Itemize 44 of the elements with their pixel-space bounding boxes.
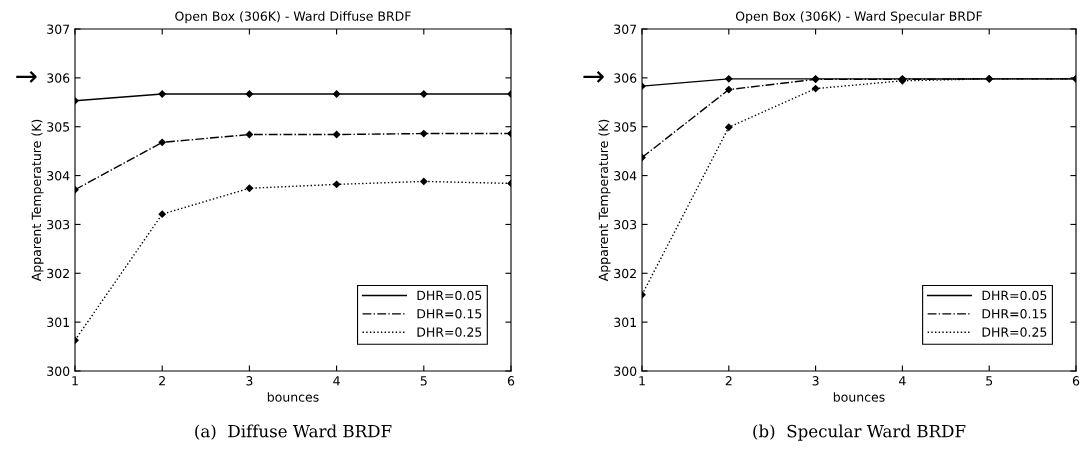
- x-tick-label: 3: [246, 376, 253, 386]
- y-axis-title: Apparent Temperature (K): [598, 119, 611, 282]
- x-tick-label: 5: [420, 376, 427, 386]
- chart-title: Open Box (306K) - Ward Diffuse BRDF: [175, 11, 411, 24]
- x-tick-label: 2: [159, 376, 165, 386]
- x-axis-title: bounces: [267, 392, 319, 402]
- y-tick-label: 301: [614, 317, 636, 328]
- legend-label: DHR=0.15: [982, 309, 1047, 319]
- y-tick-label: 303: [47, 219, 70, 230]
- x-tick-label: 1: [639, 376, 645, 386]
- legend-label: DHR=0.15: [417, 309, 482, 319]
- y-tick-label: 307: [614, 24, 637, 34]
- y-tick-label: 300: [47, 366, 70, 376]
- text: →: [16, 70, 37, 83]
- chart-title: Open Box (306K) - Ward Specular BRDF: [735, 11, 983, 24]
- y-tick-label: 302: [47, 268, 69, 279]
- x-tick-label: 2: [725, 376, 732, 386]
- y-axis-title: Apparent Temperature (K): [31, 119, 44, 282]
- y-tick-label: 307: [47, 24, 70, 34]
- legend-label: DHR=0.25: [982, 327, 1047, 337]
- x-tick-label: 3: [812, 376, 819, 386]
- y-tick-label: 300: [614, 366, 637, 376]
- y-tick-label: 301: [47, 317, 69, 328]
- y-tick-label: 302: [614, 268, 636, 279]
- y-tick-label: 304: [47, 171, 70, 181]
- y-tick-label: 306: [47, 73, 70, 83]
- text: (b) Specular Ward BRDF: [753, 424, 966, 441]
- y-tick-label: 304: [614, 171, 637, 181]
- x-axis-title: bounces: [833, 392, 885, 402]
- legend-label: DHR=0.25: [417, 327, 482, 337]
- y-tick-label: 305: [47, 122, 70, 132]
- legend-label: DHR=0.05: [417, 290, 482, 301]
- y-tick-label: 305: [614, 122, 637, 132]
- y-tick-label: 303: [614, 219, 637, 230]
- x-tick-label: 1: [72, 376, 78, 386]
- text: →: [583, 70, 604, 83]
- x-tick-label: 4: [899, 376, 906, 386]
- text: (a) Diffuse Ward BRDF: [195, 424, 392, 440]
- x-tick-label: 6: [1072, 376, 1080, 386]
- x-tick-label: 5: [986, 376, 993, 386]
- y-tick-label: 306: [614, 73, 637, 83]
- legend-label: DHR=0.05: [982, 290, 1047, 301]
- x-tick-label: 6: [507, 376, 515, 386]
- x-tick-label: 4: [333, 376, 340, 386]
